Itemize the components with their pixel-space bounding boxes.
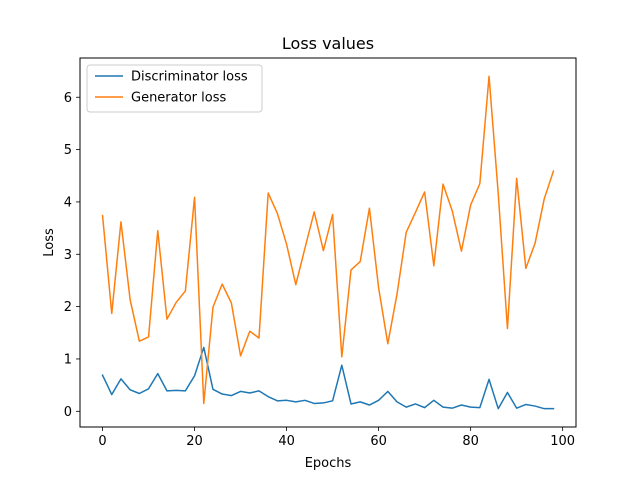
x-tick-label: 40 bbox=[278, 434, 295, 449]
x-axis: 0 20 40 60 80 100 bbox=[98, 427, 575, 449]
x-tick-label: 80 bbox=[462, 434, 479, 449]
y-tick-label: 4 bbox=[64, 195, 72, 210]
y-axis: 0 1 2 3 4 5 6 bbox=[64, 91, 80, 420]
x-tick-label: 60 bbox=[370, 434, 387, 449]
legend: Discriminator loss Generator loss bbox=[86, 64, 263, 113]
y-tick-label: 0 bbox=[64, 405, 72, 420]
x-tick-label: 0 bbox=[98, 434, 106, 449]
x-tick-label: 20 bbox=[186, 434, 203, 449]
plot-frame bbox=[79, 57, 577, 428]
y-tick-label: 3 bbox=[64, 248, 72, 263]
series-line-1 bbox=[101, 75, 555, 405]
x-tick-label: 100 bbox=[550, 434, 575, 449]
series-line-0 bbox=[101, 346, 555, 410]
y-tick-label: 2 bbox=[64, 300, 72, 315]
plot-lines bbox=[101, 75, 555, 410]
x-axis-label: Epochs bbox=[305, 456, 352, 471]
legend-label-discriminator: Discriminator loss bbox=[131, 70, 248, 85]
chart-title: Loss values bbox=[282, 34, 374, 53]
y-axis-label: Loss bbox=[42, 228, 57, 257]
legend-label-generator: Generator loss bbox=[131, 91, 226, 106]
y-tick-label: 1 bbox=[64, 352, 72, 367]
y-tick-label: 5 bbox=[64, 143, 72, 158]
legend-box bbox=[86, 64, 263, 113]
y-tick-label: 6 bbox=[64, 91, 72, 106]
